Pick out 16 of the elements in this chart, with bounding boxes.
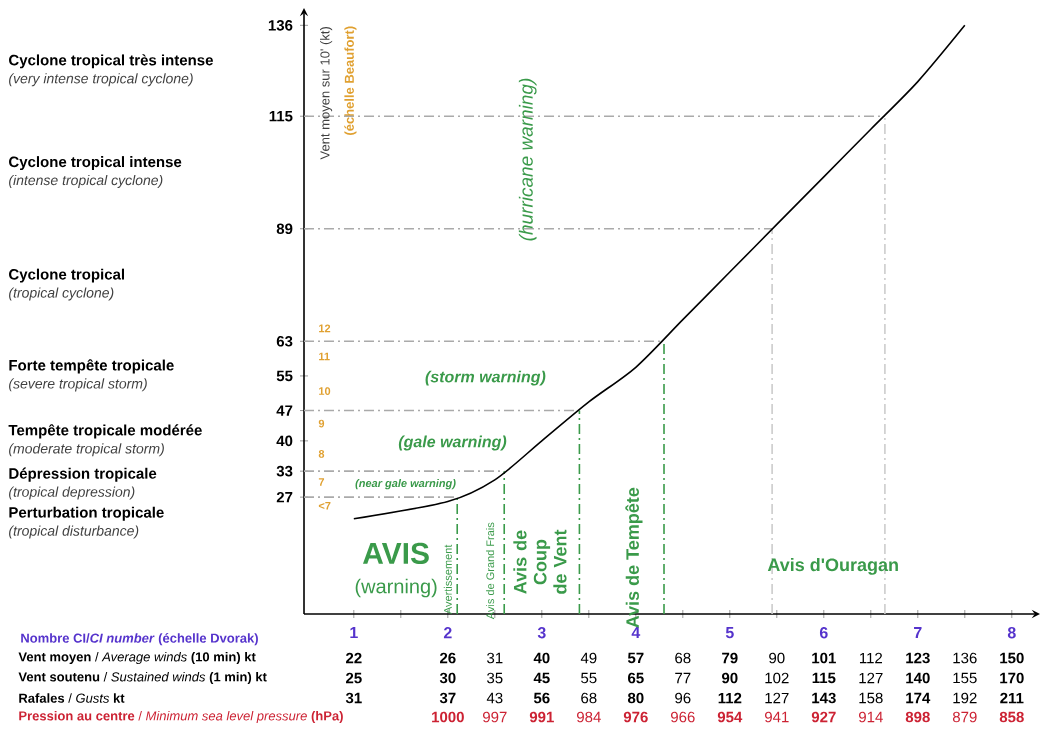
- annotation: Avis de Coup de Vent: [513, 529, 567, 594]
- x-tick-label: 1: [350, 627, 358, 639]
- x-tick-label: 3: [537, 627, 546, 639]
- annotation: Avis d'Ouragan: [767, 557, 898, 575]
- annotation: (hurricane warning): [518, 78, 537, 241]
- annotation: (storm warning): [425, 370, 546, 386]
- x-tick-label: 8: [1007, 627, 1016, 639]
- annotation: Avis de Tempête: [625, 487, 643, 628]
- x-tick-label: 2: [443, 627, 452, 639]
- x-tick-label: 5: [725, 627, 734, 639]
- x-tick-label: 4: [631, 627, 641, 639]
- annotation: (gale warning): [398, 435, 507, 451]
- annotation: AVIS: [362, 542, 429, 565]
- x-tick-label: 7: [914, 627, 922, 639]
- annotation: (warning): [355, 578, 437, 598]
- x-tick-label: 6: [819, 627, 828, 639]
